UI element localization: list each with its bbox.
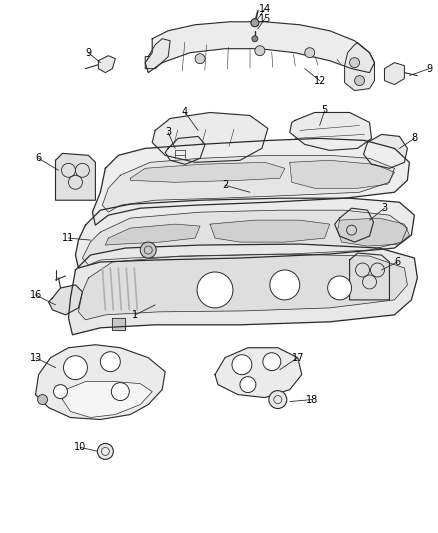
- Polygon shape: [290, 160, 395, 188]
- Text: 9: 9: [426, 63, 432, 74]
- Circle shape: [305, 47, 314, 58]
- Circle shape: [197, 272, 233, 308]
- Circle shape: [355, 76, 364, 86]
- Polygon shape: [215, 348, 302, 398]
- Text: 2: 2: [222, 180, 228, 190]
- Text: 17: 17: [292, 353, 304, 363]
- Text: 10: 10: [74, 442, 87, 453]
- Polygon shape: [35, 345, 165, 419]
- Polygon shape: [63, 382, 152, 417]
- Polygon shape: [152, 112, 268, 163]
- Text: 12: 12: [314, 76, 326, 86]
- Text: 6: 6: [35, 154, 42, 163]
- Polygon shape: [165, 136, 205, 164]
- Polygon shape: [82, 210, 407, 265]
- Polygon shape: [210, 220, 330, 242]
- Circle shape: [64, 356, 88, 379]
- Text: 5: 5: [321, 106, 328, 116]
- Polygon shape: [338, 218, 410, 246]
- Circle shape: [140, 242, 156, 258]
- Circle shape: [263, 353, 281, 370]
- Polygon shape: [92, 139, 410, 225]
- Polygon shape: [290, 112, 371, 150]
- Circle shape: [251, 19, 259, 27]
- Polygon shape: [385, 63, 404, 85]
- Circle shape: [97, 443, 113, 459]
- Text: 6: 6: [394, 257, 400, 267]
- Polygon shape: [112, 318, 125, 330]
- Text: 16: 16: [29, 290, 42, 300]
- Polygon shape: [364, 134, 407, 168]
- Text: 14: 14: [259, 4, 271, 14]
- Polygon shape: [145, 22, 374, 72]
- Text: 4: 4: [182, 108, 188, 117]
- Circle shape: [232, 355, 252, 375]
- Circle shape: [100, 352, 120, 372]
- Circle shape: [328, 276, 352, 300]
- Circle shape: [255, 46, 265, 55]
- Polygon shape: [49, 285, 82, 315]
- Polygon shape: [75, 198, 414, 268]
- Polygon shape: [345, 43, 374, 91]
- Circle shape: [240, 377, 256, 393]
- Polygon shape: [335, 208, 374, 242]
- Text: 13: 13: [29, 353, 42, 363]
- Polygon shape: [130, 163, 285, 182]
- Circle shape: [252, 36, 258, 42]
- Polygon shape: [68, 244, 417, 335]
- Text: 8: 8: [411, 133, 417, 143]
- Polygon shape: [106, 224, 200, 245]
- Polygon shape: [99, 55, 115, 72]
- Circle shape: [53, 385, 67, 399]
- Text: 1: 1: [132, 310, 138, 320]
- Polygon shape: [145, 39, 170, 69]
- Circle shape: [350, 58, 360, 68]
- Text: 15: 15: [259, 14, 271, 24]
- Circle shape: [269, 391, 287, 409]
- Text: 11: 11: [62, 233, 74, 243]
- Text: 3: 3: [165, 127, 171, 138]
- Polygon shape: [102, 155, 395, 212]
- Text: 18: 18: [306, 394, 318, 405]
- Circle shape: [38, 394, 48, 405]
- Text: 9: 9: [85, 47, 92, 58]
- Circle shape: [270, 270, 300, 300]
- Polygon shape: [350, 253, 389, 300]
- Circle shape: [195, 54, 205, 63]
- Polygon shape: [56, 154, 95, 200]
- Circle shape: [111, 383, 129, 401]
- Polygon shape: [78, 254, 407, 320]
- Text: 3: 3: [381, 203, 388, 213]
